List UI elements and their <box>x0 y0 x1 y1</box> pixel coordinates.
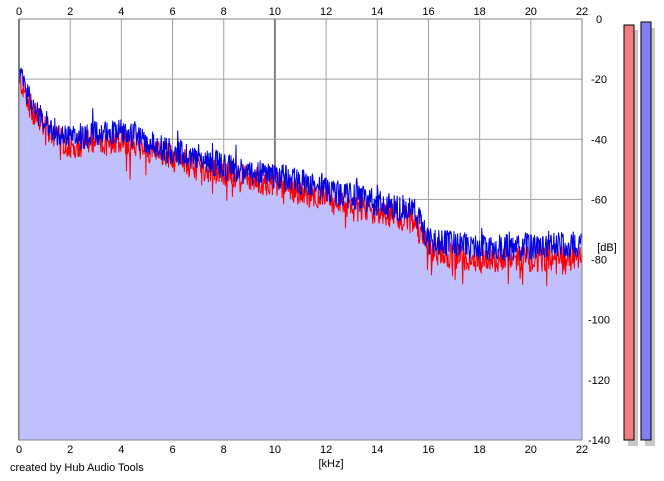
x-tick-label-top: 8 <box>221 6 227 18</box>
x-tick-label-bottom: 4 <box>118 444 124 456</box>
level-meters <box>623 21 655 446</box>
y-tick-label: -60 <box>591 194 607 206</box>
x-tick-label-bottom: 14 <box>371 444 383 456</box>
y-tick-label: -80 <box>591 255 607 267</box>
y-tick-label: -20 <box>591 74 607 86</box>
x-tick-label-top: 0 <box>16 6 22 18</box>
x-tick-label-bottom: 20 <box>525 444 537 456</box>
y-axis-label: [dB] <box>597 242 617 254</box>
x-tick-label-bottom: 6 <box>169 444 175 456</box>
x-tick-label-bottom: 16 <box>422 444 434 456</box>
spectrum-fill-area <box>19 67 582 441</box>
x-tick-label-bottom: 0 <box>16 444 22 456</box>
y-axis-ticks: 0 -20 -40 -60 -80 -100 -120 -140 <box>588 14 610 447</box>
series-blue-line <box>18 67 583 262</box>
series-red-line <box>18 71 583 286</box>
meter-right-bar <box>640 21 652 441</box>
x-tick-label-top: 22 <box>576 6 588 18</box>
x-tick-label-top: 4 <box>118 6 124 18</box>
x-tick-label-top: 20 <box>525 6 537 18</box>
x-axis-bottom-ticks: 0 2 4 6 8 10 12 14 16 18 20 22 <box>16 444 588 456</box>
plot-frame <box>18 18 583 441</box>
x-tick-label-top: 14 <box>371 6 383 18</box>
y-tick-label: -40 <box>591 134 607 146</box>
x-tick-label-bottom: 8 <box>221 444 227 456</box>
x-tick-label-bottom: 22 <box>576 444 588 456</box>
y-tick-label: -120 <box>588 375 610 387</box>
y-tick-label: -140 <box>588 435 610 447</box>
x-tick-label-bottom: 2 <box>67 444 73 456</box>
x-tick-label-top: 6 <box>169 6 175 18</box>
x-tick-label-top: 10 <box>269 6 281 18</box>
meter-left-bar <box>623 24 635 441</box>
x-tick-label-top: 18 <box>474 6 486 18</box>
x-tick-label-top: 2 <box>67 6 73 18</box>
x-tick-label-bottom: 18 <box>474 444 486 456</box>
x-tick-label-top: 12 <box>320 6 332 18</box>
y-tick-label: -100 <box>588 315 610 327</box>
credit-text: created by Hub Audio Tools <box>10 462 144 474</box>
x-axis-label: [kHz] <box>318 458 343 470</box>
x-tick-label-top: 16 <box>422 6 434 18</box>
x-axis-top-ticks: 0 2 4 6 8 10 12 14 16 18 20 22 <box>16 6 588 18</box>
y-tick-label: 0 <box>596 14 602 26</box>
x-tick-label-bottom: 10 <box>269 444 281 456</box>
x-tick-label-bottom: 12 <box>320 444 332 456</box>
